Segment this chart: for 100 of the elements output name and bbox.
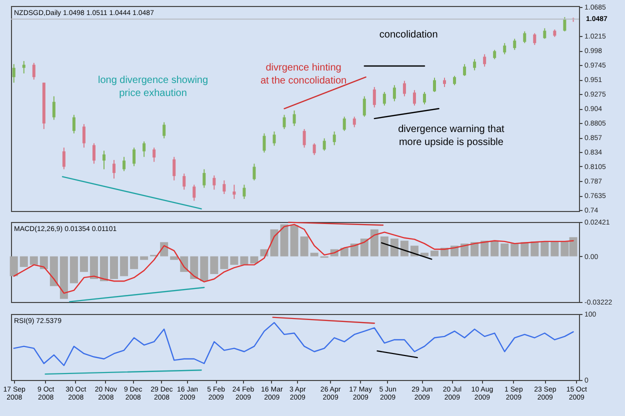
bar [170,256,178,260]
candlestick [282,114,286,130]
bar [190,256,198,280]
bar [300,236,308,256]
bar [250,256,258,264]
candlestick [32,62,36,80]
candlestick [493,49,496,60]
candlestick [543,28,546,40]
bar [470,242,479,256]
candlestick [242,184,246,200]
candlestick [122,156,126,172]
candlestick [523,30,526,44]
candlestick [222,180,226,194]
candlestick [182,173,186,190]
candlestick [533,32,536,46]
candlestick [232,184,236,200]
bar [340,248,348,256]
candlestick [563,16,566,32]
bar [520,242,529,256]
bar [460,244,469,256]
candlestick [503,42,506,55]
bar [530,241,539,256]
bar [430,250,438,256]
bar [370,229,378,256]
annotation: divrgence hinting at the concolidation [260,62,347,86]
bar [550,241,559,256]
bar [210,256,218,274]
candlestick [92,142,96,164]
candlestick [142,140,146,158]
candlestick [202,168,206,188]
candlestick [62,147,66,170]
bar [80,256,88,272]
bar [220,256,228,270]
annotation: concolidation [379,30,438,41]
candlestick [422,91,426,105]
bar [70,256,78,284]
bar [380,236,388,256]
candlestick [342,116,346,132]
bar [200,256,208,282]
bar [350,244,358,256]
annotation: long divergence showing price exhaution [98,74,208,99]
candlestick [12,64,16,84]
bar [360,238,368,256]
bar [100,256,108,282]
candlestick [463,64,466,76]
candlestick [312,142,316,156]
candlestick [372,86,376,108]
candlestick [443,77,446,88]
candlestick [272,131,276,146]
bar [50,256,58,286]
candlestick [352,116,356,128]
candlestick [432,77,436,92]
bar [20,256,28,267]
candlestick [382,91,386,106]
candlestick [132,147,136,167]
candlestick [292,110,296,126]
bar [280,224,288,256]
candlestick [22,60,26,74]
candlestick [82,124,86,148]
bar [110,256,118,280]
candlestick [102,150,106,170]
bar [500,244,509,256]
bar [60,256,68,299]
bar [480,240,489,256]
bar [270,229,278,256]
candlestick [362,96,366,118]
line-series [13,224,574,294]
bar [140,256,148,260]
candlestick [172,156,176,181]
candlestick [262,132,266,154]
candlestick [192,184,196,202]
annotation: divergence warning that more upside is possible [398,124,505,148]
candlestick [322,138,326,152]
candlestick [392,84,396,102]
candlestick [162,122,166,139]
candlestick [252,163,256,181]
candlestick [332,131,336,146]
bar [240,256,248,265]
candlestick [212,174,216,190]
candlestick [152,147,156,162]
bar [390,238,398,256]
bar [10,256,18,276]
candlestick [52,96,56,120]
candlestick [473,58,476,71]
candlestick [72,114,76,134]
bar [490,241,499,256]
bar [130,256,138,270]
candlestick [453,75,456,86]
candlestick [402,80,406,97]
bar [400,240,408,256]
candlestick [513,38,516,50]
bar [510,244,519,256]
bar [540,241,549,256]
candlestick [112,159,116,180]
candlestick [302,128,306,148]
bar [290,225,298,256]
bar [310,252,318,256]
bar [90,256,98,280]
bar [230,256,238,265]
candlestick [412,90,416,106]
